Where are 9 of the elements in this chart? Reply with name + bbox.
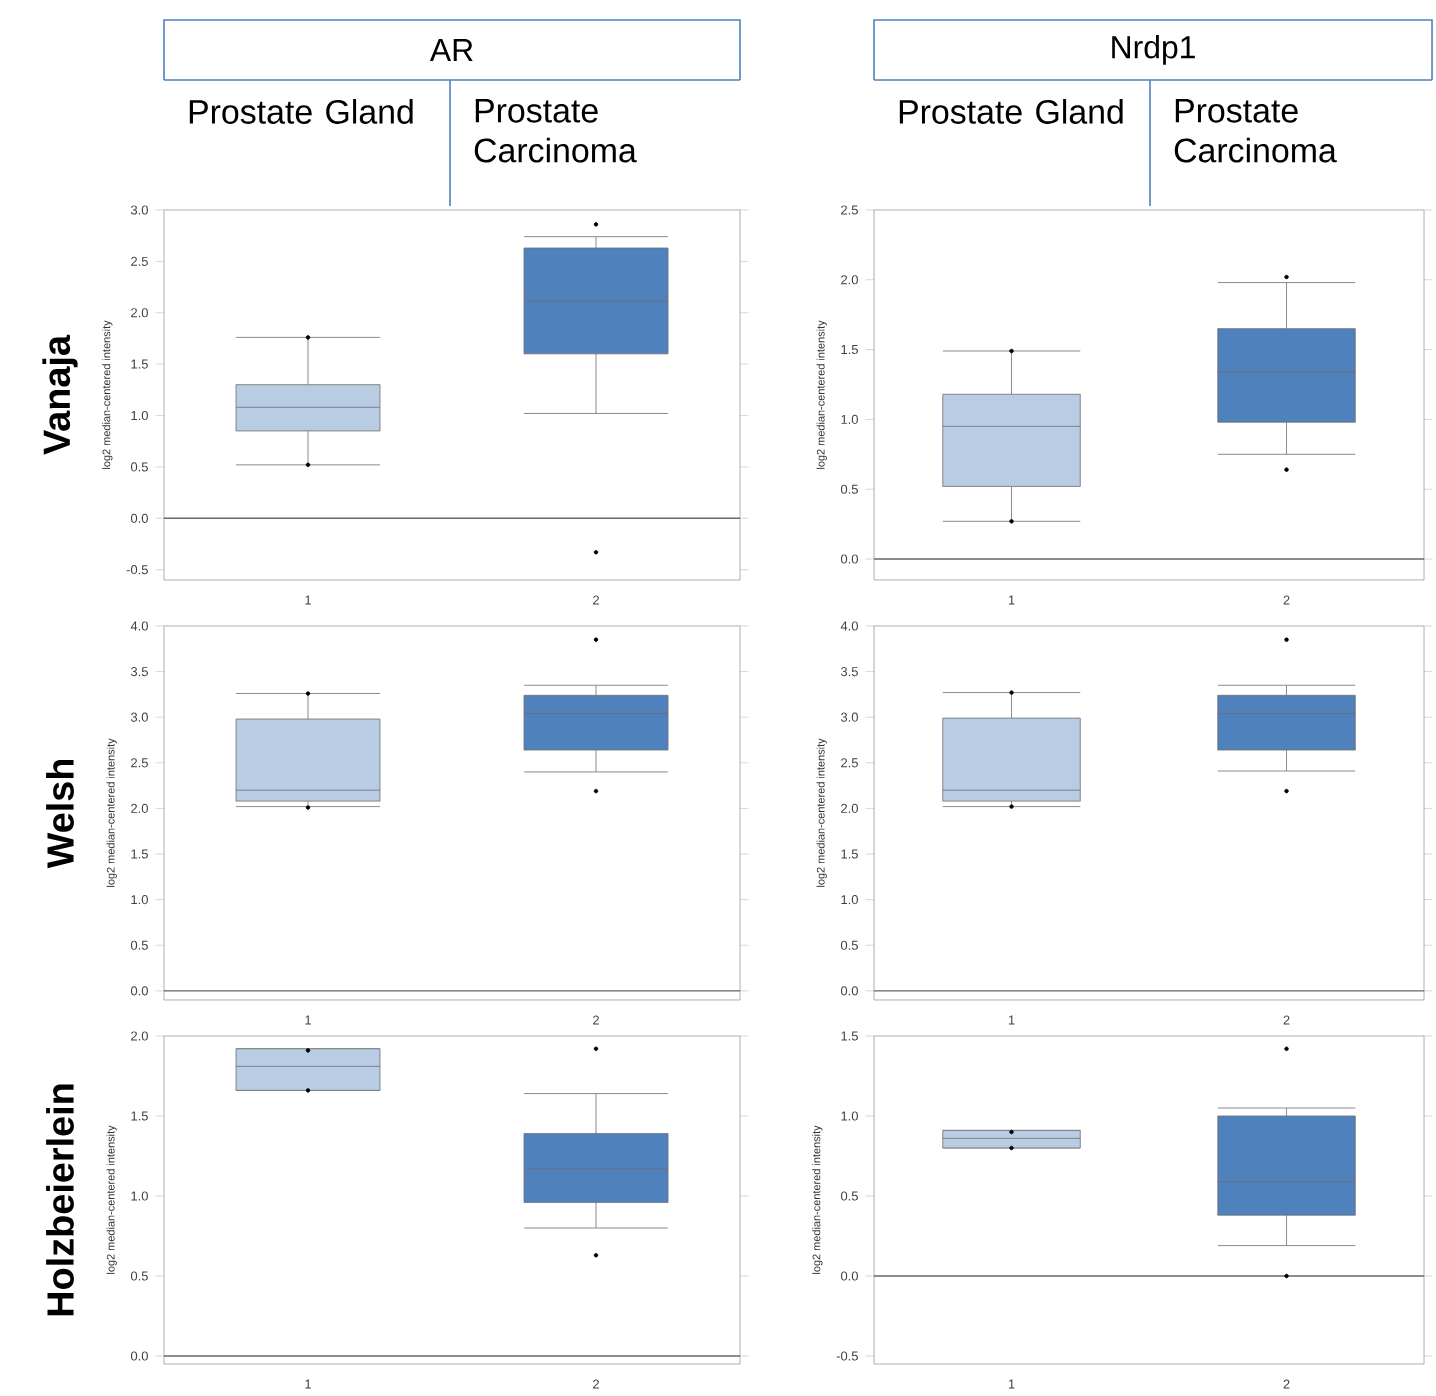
text: Holzbeierlein (46, 1084, 74, 1316)
chart-title: AR (429, 39, 473, 62)
text: Prostate Carcinoma (1174, 99, 1337, 163)
text: Prostate Carcinoma (474, 99, 637, 163)
text: Vanaja (42, 335, 78, 456)
text: Prostate Gland (899, 99, 1123, 125)
text: Welsh (46, 760, 74, 869)
text: Prostate Gland (189, 99, 413, 125)
chart-title: Nrdp1 (1112, 35, 1195, 66)
